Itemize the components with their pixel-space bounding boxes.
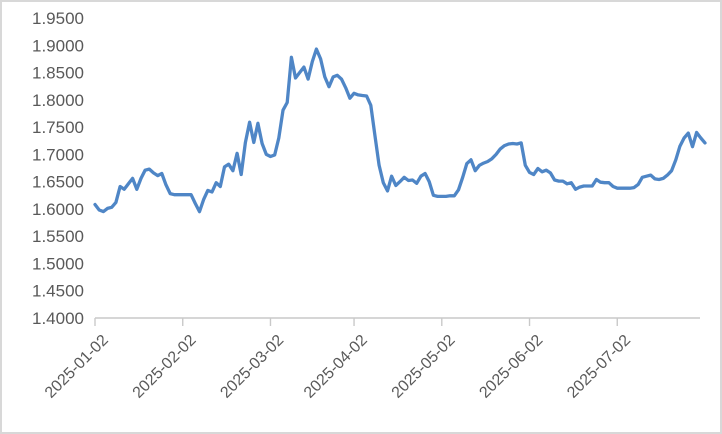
y-axis-tick-labels: 1.9500 1.9000 1.8500 1.8000 1.7500 1.7000 1.65…	[32, 9, 84, 328]
y-tick-label: 1.8500	[32, 64, 84, 83]
x-tick-label: 2025-04-02	[301, 332, 371, 402]
x-tick-label: 2025-03-02	[217, 332, 287, 402]
y-tick-label: 1.5500	[32, 227, 84, 246]
y-tick-label: 1.6000	[32, 200, 84, 219]
y-tick-label: 1.7500	[32, 118, 84, 137]
y-tick-label: 1.4000	[32, 309, 84, 328]
x-tick-label: 2025-01-02	[42, 332, 112, 402]
y-tick-label: 1.9500	[32, 9, 84, 28]
y-tick-label: 1.7000	[32, 145, 84, 164]
x-tick-label: 2025-06-02	[476, 332, 546, 402]
x-tick-label: 2025-07-02	[564, 332, 634, 402]
series-line	[93, 47, 707, 214]
y-tick-label: 1.5000	[32, 254, 84, 273]
y-tick-label: 1.8000	[32, 91, 84, 110]
y-tick-label: 1.9000	[32, 36, 84, 55]
x-tick-label: 2025-05-02	[389, 332, 459, 402]
data-series	[93, 47, 707, 214]
y-tick-label: 1.4500	[32, 282, 84, 301]
x-axis	[94, 317, 700, 326]
x-tick-label: 2025-02-02	[130, 332, 200, 402]
y-tick-label: 1.6500	[32, 173, 84, 192]
x-axis-tick-labels: 2025-01-02 2025-02-02 2025-03-02 2025-04-02…	[42, 332, 634, 402]
